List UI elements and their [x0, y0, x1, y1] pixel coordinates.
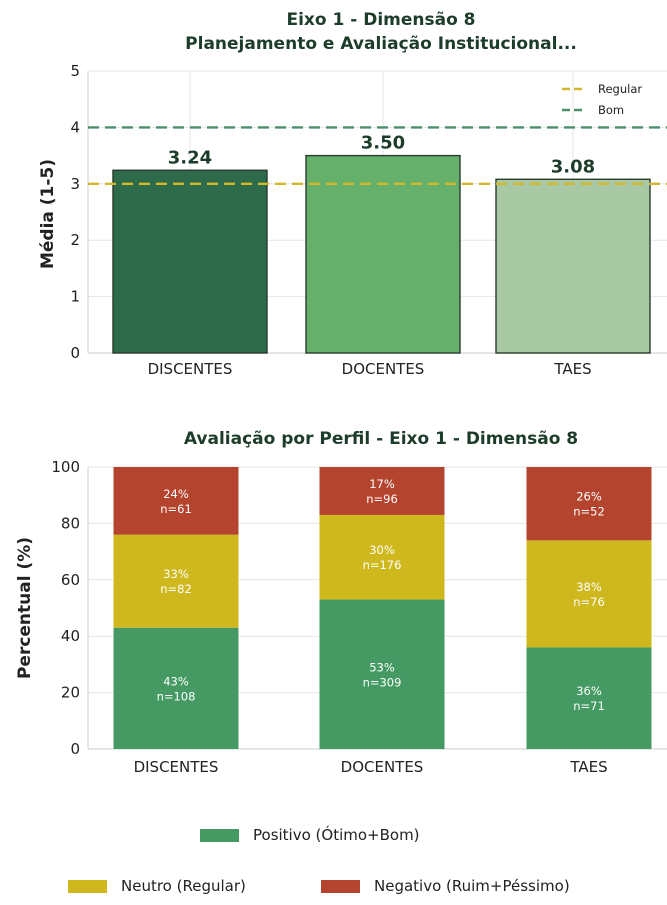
chart1-legend-label: Regular [598, 82, 642, 96]
chart2-x-tick-label: DISCENTES [134, 758, 219, 776]
chart1-y-tick-label: 1 [70, 288, 80, 306]
chart1-value-label: 3.50 [361, 133, 405, 154]
chart1-x-tick-label: DISCENTES [148, 360, 233, 378]
chart2-legend-swatch [321, 880, 360, 893]
chart1-y-tick-label: 4 [70, 118, 80, 136]
chart1-legend-label: Bom [598, 103, 624, 117]
chart2-legend: Positivo (Ótimo+Bom) Neutro (Regular) Nega… [68, 825, 570, 895]
chart2-segment-count: n=52 [573, 505, 605, 519]
chart2-y-tick-label: 100 [51, 458, 80, 476]
chart2-y-tick-label: 20 [61, 684, 80, 702]
chart1-bar [305, 154, 461, 354]
chart2-segment-percent: 43% [163, 674, 189, 688]
chart2-x-tick-label: DOCENTES [341, 758, 424, 776]
chart2-y-tick-label: 60 [61, 571, 80, 589]
chart2-segment-count: n=176 [363, 558, 402, 572]
chart2-segment-count: n=71 [573, 699, 605, 713]
chart1-legend: Regular Bom [562, 82, 642, 117]
chart1-bar [112, 169, 268, 354]
chart2-y-tick-label: 0 [70, 740, 80, 758]
chart2-bar-segment [319, 467, 445, 515]
chart2-legend-swatch [68, 880, 107, 893]
chart2-segment-percent: 38% [576, 580, 602, 594]
chart2-bar-segment [526, 647, 652, 749]
chart2-legend-label: Positivo (Ótimo+Bom) [253, 825, 420, 844]
chart1-title-line2: Planejamento e Avaliação Institucional..… [185, 34, 577, 54]
chart2-segment-count: n=309 [363, 675, 402, 689]
chart1-bar [495, 178, 651, 354]
chart2-segment-count: n=82 [160, 582, 192, 596]
chart1-y-axis-label: Média (1-5) [38, 159, 58, 269]
chart2-bar-segment [113, 467, 239, 535]
chart2-y-tick-label: 80 [61, 514, 80, 532]
chart2-segment-count: n=108 [157, 689, 196, 703]
chart2-ticks: 0 20 40 60 80 100 DISCENTES DOCENTES TAES [51, 458, 607, 776]
chart1-bars: 3.24 3.50 3.08 [112, 133, 651, 354]
chart2-bar-segment [113, 627, 239, 749]
chart2-segment-percent: 30% [369, 543, 395, 557]
chart2-segment-percent: 17% [369, 477, 395, 491]
chart1-y-tick-label: 0 [70, 344, 80, 362]
chart2-bars: 43%n=108 33%n=82 24%n=61 53%n=309 30%n=176 17… [113, 467, 652, 749]
chart1-value-label: 3.24 [168, 147, 212, 168]
chart1-y-tick-label: 2 [70, 231, 80, 249]
chart1-x-tick-label: DOCENTES [342, 360, 425, 378]
chart2-bar-segment [526, 467, 652, 541]
chart2-bar-segment [319, 514, 445, 600]
chart1-value-label: 3.08 [551, 156, 595, 177]
profile-evaluation-chart: Avaliação por Perfil - Eixo 1 - Dimensão… [15, 429, 667, 895]
chart2-segment-percent: 26% [576, 490, 602, 504]
chart2-legend-label: Neutro (Regular) [121, 877, 246, 895]
chart1-reference-lines [88, 126, 667, 186]
chart2-bar-segment [526, 540, 652, 648]
chart2-bar-segment [319, 599, 445, 749]
chart2-segment-percent: 53% [369, 660, 395, 674]
chart1-title-line1: Eixo 1 - Dimensão 8 [286, 10, 475, 30]
chart1-y-tick-label: 5 [70, 62, 80, 80]
chart2-segment-count: n=96 [366, 492, 398, 506]
chart1-x-tick-label: TAES [553, 360, 591, 378]
chart2-y-axis-label: Percentual (%) [15, 537, 35, 679]
chart1-y-tick-label: 3 [70, 175, 80, 193]
chart2-x-tick-label: TAES [569, 758, 607, 776]
mean-score-chart: Eixo 1 - Dimensão 8 Planejamento e Avali… [38, 10, 667, 378]
chart2-segment-percent: 24% [163, 487, 189, 501]
chart2-bar-segment [113, 534, 239, 628]
chart2-legend-label: Negativo (Ruim+Péssimo) [374, 877, 570, 895]
chart2-legend-swatch [200, 829, 239, 842]
chart1-ticks: 0 1 2 3 4 5 DISCENTES DOCENTES TAES [70, 62, 591, 378]
chart2-y-tick-label: 40 [61, 627, 80, 645]
chart2-segment-percent: 36% [576, 684, 602, 698]
chart2-segment-count: n=76 [573, 595, 605, 609]
chart2-title: Avaliação por Perfil - Eixo 1 - Dimensão… [184, 429, 578, 449]
chart2-segment-percent: 33% [163, 567, 189, 581]
chart2-segment-count: n=61 [160, 502, 192, 516]
